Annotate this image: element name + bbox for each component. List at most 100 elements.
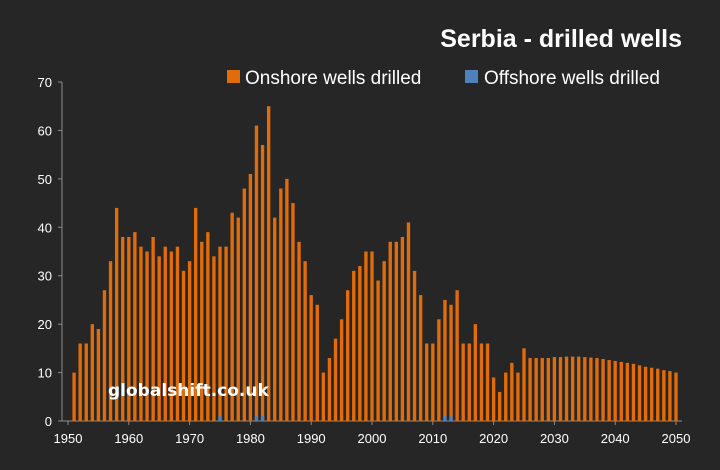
y-tick-label: 40	[38, 220, 52, 235]
onshore-bar	[346, 290, 350, 421]
y-tick-label: 70	[38, 75, 52, 90]
x-tick-label: 1950	[54, 431, 83, 446]
onshore-bar	[370, 251, 374, 421]
onshore-bar	[461, 343, 465, 421]
x-tick-label: 1970	[175, 431, 204, 446]
onshore-bar	[187, 261, 192, 421]
onshore-bar	[522, 348, 526, 421]
onshore-bar	[394, 241, 398, 421]
onshore-bar	[96, 328, 101, 421]
onshore-bar	[504, 372, 508, 421]
onshore-bar	[133, 232, 137, 421]
onshore-bar	[467, 343, 471, 421]
onshore-bar	[333, 338, 338, 421]
onshore-bar	[114, 207, 119, 421]
onshore-bar	[491, 377, 496, 421]
onshore-bar	[406, 222, 411, 421]
onshore-bar	[601, 359, 605, 421]
chart-title: Serbia - drilled wells	[440, 25, 682, 53]
onshore-bar	[570, 356, 575, 421]
onshore-bar	[546, 358, 550, 421]
onshore-bar	[583, 357, 587, 421]
onshore-bar	[108, 261, 113, 421]
legend-swatch-onshore	[227, 70, 240, 83]
y-tick-label: 30	[38, 269, 52, 284]
onshore-bar	[224, 246, 228, 421]
onshore-bar	[145, 251, 149, 421]
x-tick-label: 2040	[601, 431, 630, 446]
offshore-bar	[260, 416, 265, 421]
onshore-bar	[564, 356, 569, 421]
y-tick-label: 20	[38, 317, 52, 332]
onshore-bar	[303, 261, 307, 421]
onshore-bar	[181, 270, 186, 421]
onshore-bar	[540, 358, 544, 421]
x-axis: 1950 1960 1970 1980 1990 2000 2010 2020 2030 2040…	[54, 420, 691, 446]
onshore-bar	[662, 370, 666, 421]
onshore-bar	[358, 266, 362, 421]
onshore-bar	[510, 362, 514, 421]
y-tick-label: 50	[38, 172, 52, 187]
onshore-bar	[309, 295, 313, 421]
onshore-bar	[260, 144, 265, 421]
onshore-bar	[577, 356, 581, 421]
x-tick-label: 1990	[297, 431, 326, 446]
offshore-bar	[254, 416, 259, 421]
x-tick-label: 1980	[236, 431, 265, 446]
onshore-bar	[552, 357, 557, 421]
onshore-bar	[194, 207, 198, 421]
onshore-bar	[206, 232, 210, 421]
x-tick-label: 2050	[662, 431, 691, 446]
onshore-bar	[418, 295, 423, 421]
onshore-bar	[254, 125, 259, 421]
onshore-bar	[473, 324, 478, 421]
onshore-bar	[619, 361, 623, 421]
onshore-bar	[656, 368, 660, 421]
y-tick-label: 10	[38, 366, 52, 381]
onshore-bar	[631, 363, 636, 421]
legend: Onshore wells drilled Offshore wells dri…	[227, 68, 660, 89]
onshore-bar	[400, 236, 405, 421]
onshore-bar	[200, 241, 204, 421]
onshore-bar	[668, 371, 672, 421]
x-tick-label: 2020	[479, 431, 508, 446]
onshore-bar	[151, 236, 155, 421]
onshore-bar	[321, 372, 326, 421]
onshore-bar	[674, 372, 678, 421]
onshore-bar	[558, 357, 563, 421]
legend-label-offshore: Offshore wells drilled	[484, 68, 660, 89]
onshore-bar	[412, 270, 417, 421]
onshore-bar	[425, 343, 429, 421]
onshore-bar	[431, 343, 435, 421]
onshore-bar	[212, 256, 216, 421]
onshore-bar	[443, 299, 447, 421]
onshore-bar	[650, 367, 654, 421]
onshore-bar	[139, 246, 143, 421]
onshore-bar	[595, 358, 599, 421]
onshore-bar	[643, 366, 648, 421]
x-tick-label: 2010	[418, 431, 447, 446]
legend-label-onshore: Onshore wells drilled	[245, 68, 421, 89]
onshore-bar	[102, 290, 107, 421]
onshore-bar	[175, 246, 180, 421]
onshore-bar	[218, 246, 222, 421]
onshore-bar	[127, 236, 131, 421]
offshore-bars	[218, 416, 453, 421]
onshore-bar	[327, 358, 332, 421]
offshore-bar	[449, 416, 453, 421]
onshore-bar	[589, 357, 593, 421]
onshore-bar	[382, 261, 386, 421]
onshore-bar	[242, 188, 246, 421]
onshore-bar	[437, 319, 441, 421]
onshore-bar	[613, 360, 617, 421]
y-tick-label: 0	[45, 414, 52, 429]
onshore-bar	[637, 365, 642, 421]
onshore-bar	[376, 280, 380, 421]
y-axis: 0 10 20 30 40 50 60 70	[38, 75, 63, 429]
x-tick-label: 2030	[540, 431, 569, 446]
onshore-bar	[279, 188, 283, 421]
onshore-bars	[72, 106, 678, 421]
legend-swatch-offshore	[465, 70, 478, 83]
watermark-text: globalshift.co.uk	[108, 381, 269, 401]
